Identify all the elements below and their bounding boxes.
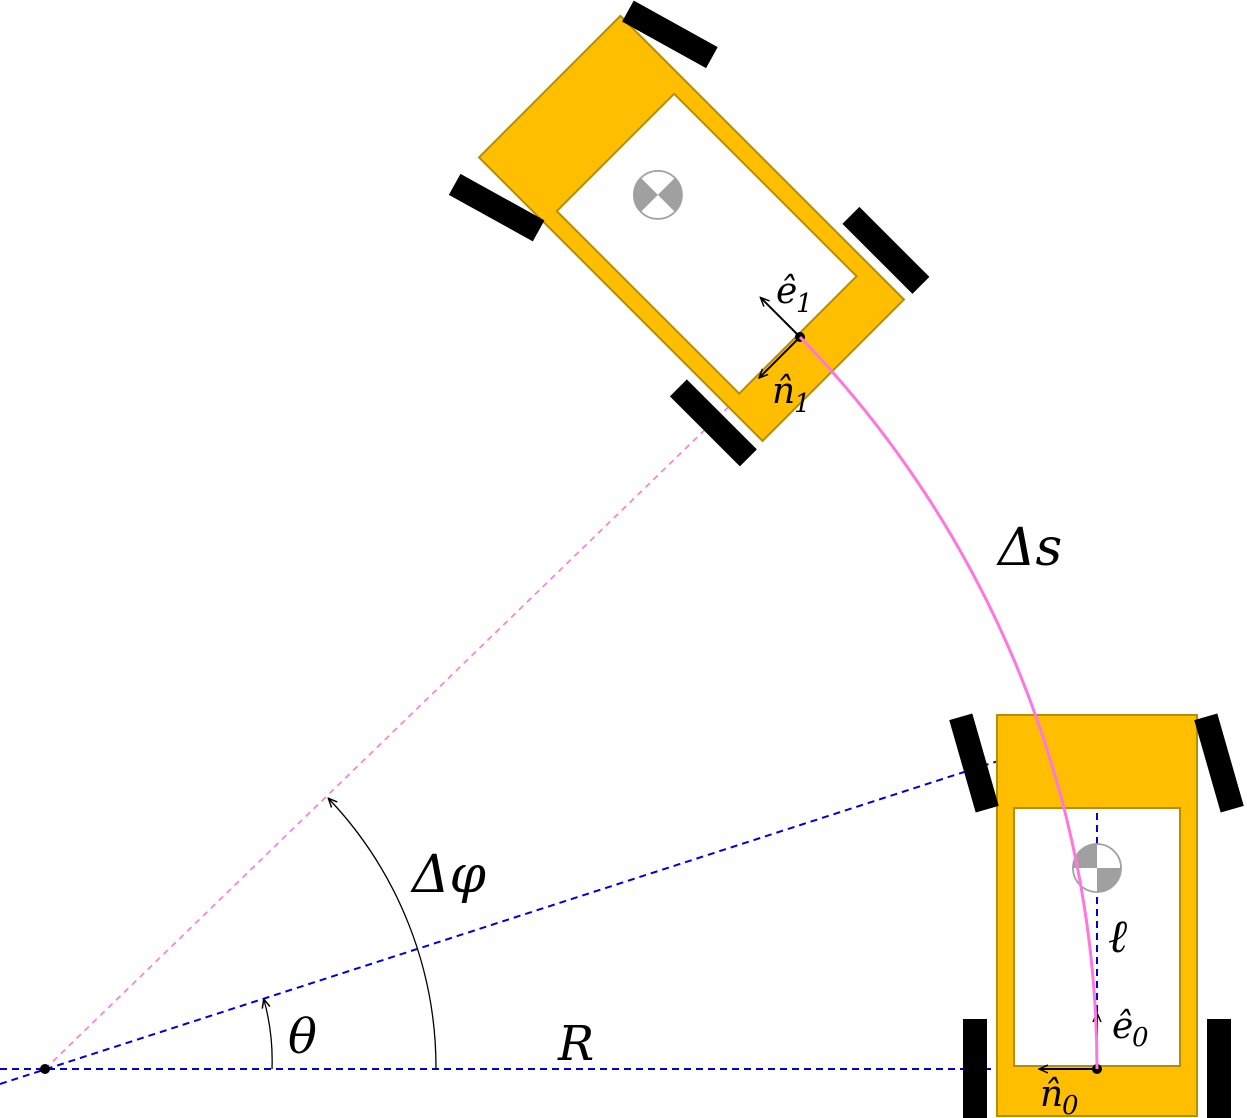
n1-subscript: 1: [794, 389, 811, 419]
wheel-front-left: [949, 713, 999, 813]
wheel-final-front-left: [448, 173, 545, 242]
theta-arc: [264, 1000, 273, 1070]
center-of-mass-final-icon: [632, 169, 683, 220]
robot-initial: [949, 713, 1244, 1118]
n0-label: n̂ 0: [1040, 1074, 1079, 1118]
final-radius-ray: [44, 387, 749, 1070]
delta-phi-label: Δφ: [410, 845, 487, 905]
e0-label: ê 0: [1112, 1006, 1149, 1053]
theta-label: θ: [288, 1009, 317, 1065]
n1-vector: [760, 336, 801, 377]
e1-symbol: ê: [776, 271, 797, 312]
wheel-final-rear-left: [669, 379, 757, 467]
theta-ray: [0, 728, 1098, 1085]
center-of-mass-icon: [1072, 843, 1122, 893]
robot-final: [448, 0, 930, 467]
wheel-final-front-right: [622, 0, 718, 69]
n0-symbol: n̂: [1040, 1074, 1063, 1115]
n1-label: n̂ 1: [772, 371, 811, 419]
wheel-rear-right: [1207, 1019, 1231, 1118]
e0-symbol: ê: [1112, 1006, 1133, 1047]
n0-subscript: 0: [1062, 1091, 1079, 1118]
e1-label: ê 1: [776, 271, 813, 319]
ell-label: ℓ: [1108, 909, 1128, 963]
path-arc: [798, 335, 1099, 1070]
robot-initial-body: [996, 714, 1198, 1117]
wheel-front-right: [1194, 713, 1244, 813]
wheel-final-rear-right: [842, 206, 930, 294]
wheel-rear-left: [963, 1019, 987, 1118]
construction-lines: [0, 728, 1098, 1085]
delta-phi-arc: [329, 799, 437, 1070]
radius-label: R: [557, 1016, 594, 1072]
robot-final-body: [477, 14, 906, 443]
e1-subscript: 1: [796, 289, 813, 319]
delta-s-label: Δs: [996, 518, 1062, 578]
e1-vector: [761, 298, 801, 338]
n1-symbol: n̂: [772, 371, 795, 412]
rotation-center: [40, 1064, 50, 1074]
e0-subscript: 0: [1132, 1023, 1149, 1053]
